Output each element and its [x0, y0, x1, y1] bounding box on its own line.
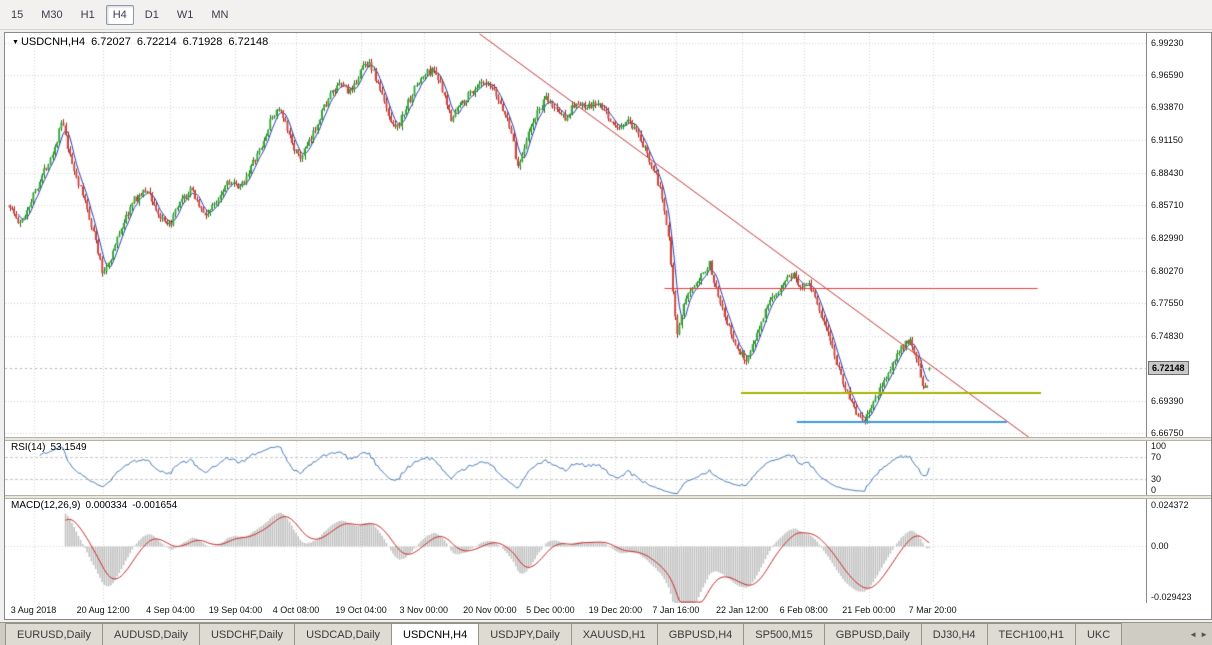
- price-axis-label: 6.93870: [1151, 102, 1184, 113]
- timeframe-button-w1[interactable]: W1: [176, 8, 194, 21]
- time-axis-label: 20 Aug 12:00: [76, 605, 130, 615]
- symbol-tab-usdcnh-h4[interactable]: USDCNH,H4: [391, 623, 480, 645]
- chart-window: ▼ USDCNH,H4 6.72027 6.72214 6.71928 6.72148 6…: [4, 32, 1212, 620]
- price-axis-label: 6.66750: [1151, 427, 1184, 438]
- time-axis-label: 6 Feb 08:00: [779, 605, 828, 615]
- macd-scale[interactable]: 0.024372 0.00 -0.029423: [1146, 499, 1211, 603]
- current-price-tag: 6.72148: [1148, 361, 1189, 375]
- chart-collapse-icon: ▼: [12, 39, 19, 46]
- timeframe-button-m30[interactable]: M30: [41, 8, 63, 21]
- price-axis-label: 6.69390: [1151, 396, 1184, 407]
- rsi-name: RSI(14): [11, 442, 46, 453]
- symbol-tab-ukc[interactable]: UKC: [1074, 623, 1123, 645]
- pane-splitter[interactable]: [5, 495, 1211, 499]
- symbol-tab-tech100-h1[interactable]: TECH100,H1: [986, 623, 1076, 645]
- timeframe-toolbar: 15 M30 H1 H4 D1 W1 MN: [0, 0, 1212, 30]
- macd-header: MACD(12,26,9) 0.000334 -0.001654: [11, 500, 182, 511]
- ohlc-low: 6.71928: [182, 36, 223, 48]
- ohlc-close: 6.72148: [228, 36, 269, 48]
- price-axis-label: 6.96590: [1151, 69, 1184, 80]
- time-axis-label: 19 Oct 04:00: [335, 605, 387, 615]
- chart-ohlc-header: ▼ USDCNH,H4 6.72027 6.72214 6.71928 6.72148: [12, 36, 274, 48]
- ohlc-high: 6.72214: [136, 36, 177, 48]
- macd-pane: MACD(12,26,9) 0.000334 -0.001654 0.024372 0…: [5, 499, 1211, 603]
- macd-axis-label: -0.029423: [1151, 592, 1192, 602]
- tab-scroll-left-icon[interactable]: ◄: [1189, 629, 1198, 639]
- symbol-tab-bar: EURUSD,Daily AUDUSD,Daily USDCHF,Daily USDC…: [0, 622, 1212, 645]
- rsi-value: 53.1549: [50, 442, 87, 453]
- rsi-axis-label: 30: [1151, 473, 1162, 484]
- price-axis-label: 6.80270: [1151, 265, 1184, 276]
- time-axis-label: 5 Dec 00:00: [526, 605, 575, 615]
- time-axis-label: 4 Sep 04:00: [146, 605, 195, 615]
- macd-main-value: 0.000334: [85, 500, 128, 511]
- time-axis-label: 3 Nov 00:00: [399, 605, 449, 615]
- symbol-tab-audusd-daily[interactable]: AUDUSD,Daily: [101, 623, 200, 645]
- macd-signal-value: -0.001654: [132, 500, 178, 511]
- time-axis-label: 21 Feb 00:00: [842, 605, 896, 615]
- timeframe-button-h4[interactable]: H4: [105, 4, 134, 25]
- time-axis-label: 4 Oct 08:00: [272, 605, 320, 615]
- ohlc-open: 6.72027: [91, 36, 131, 48]
- time-scale[interactable]: 3 Aug 2018 20 Aug 12:00 4 Sep 04:00 19 Sep …: [5, 603, 1146, 619]
- timeframe-button-h1[interactable]: H1: [80, 8, 95, 21]
- timeframe-button-mn[interactable]: MN: [211, 8, 229, 21]
- tab-scroll-right-icon[interactable]: ►: [1200, 629, 1208, 639]
- timeframe-button-d1[interactable]: D1: [144, 8, 159, 21]
- symbol-tab-sp500-m15[interactable]: SP500,M15: [743, 623, 825, 645]
- symbol-tab-gbpusd-daily[interactable]: GBPUSD,Daily: [823, 623, 922, 645]
- main-chart-canvas[interactable]: [5, 33, 1146, 437]
- price-axis-label: 6.88430: [1151, 167, 1184, 178]
- symbol-tab-gbpusd-h4[interactable]: GBPUSD,H4: [656, 623, 745, 645]
- price-axis-label: 6.74830: [1151, 330, 1184, 341]
- macd-name: MACD(12,26,9): [11, 500, 81, 511]
- rsi-axis-label: 100: [1151, 441, 1167, 451]
- time-axis-label: 20 Nov 00:00: [463, 605, 517, 615]
- rsi-scale[interactable]: 100 70 30 0: [1146, 441, 1211, 495]
- main-price-pane: ▼ USDCNH,H4 6.72027 6.72214 6.71928 6.72148 6…: [5, 33, 1211, 438]
- symbol-tab-xauusd-h1[interactable]: XAUUSD,H1: [570, 623, 658, 645]
- time-axis-label: 19 Dec 20:00: [588, 605, 643, 615]
- symbol-tab-usdcad-daily[interactable]: USDCAD,Daily: [294, 623, 393, 645]
- rsi-indicator-canvas[interactable]: [5, 441, 1146, 495]
- pane-splitter[interactable]: [5, 437, 1211, 441]
- timeframe-button-15[interactable]: 15: [11, 8, 24, 21]
- macd-axis-label: 0.024372: [1151, 500, 1189, 510]
- time-axis-label: 3 Aug 2018: [10, 605, 57, 615]
- price-axis-label: 6.91150: [1151, 134, 1183, 145]
- symbol-tab-usdchf-daily[interactable]: USDCHF,Daily: [198, 623, 296, 645]
- rsi-axis-label: 0: [1151, 485, 1157, 495]
- chart-symbol: USDCNH,H4: [20, 36, 86, 48]
- tab-scroll-buttons: ◄ ►: [1185, 623, 1212, 645]
- rsi-axis-label: 70: [1151, 452, 1162, 463]
- time-axis-label: 19 Sep 04:00: [208, 605, 263, 615]
- symbol-tab-eurusd-daily[interactable]: EURUSD,Daily: [5, 623, 103, 645]
- time-axis-label: 7 Jan 16:00: [652, 605, 700, 615]
- macd-axis-label: 0.00: [1151, 541, 1169, 552]
- time-axis-label: 7 Mar 20:00: [908, 605, 957, 615]
- time-axis-label: 22 Jan 12:00: [716, 605, 769, 615]
- price-axis-label: 6.82990: [1151, 232, 1184, 243]
- price-axis-label: 6.99230: [1151, 37, 1184, 48]
- symbol-tab-usdjpy-daily[interactable]: USDJPY,Daily: [478, 623, 572, 645]
- price-scale[interactable]: 6.99230 6.96590 6.93870 6.91150 6.88430 6.857…: [1146, 33, 1211, 438]
- rsi-pane: RSI(14) 53.1549 100 70 30 0: [5, 441, 1211, 495]
- rsi-header: RSI(14) 53.1549: [11, 442, 92, 453]
- price-axis-label: 6.85710: [1151, 200, 1184, 211]
- symbol-tab-dj30-h4[interactable]: DJ30,H4: [920, 623, 988, 645]
- macd-indicator-canvas[interactable]: [5, 499, 1146, 603]
- price-axis-label: 6.77550: [1151, 298, 1184, 309]
